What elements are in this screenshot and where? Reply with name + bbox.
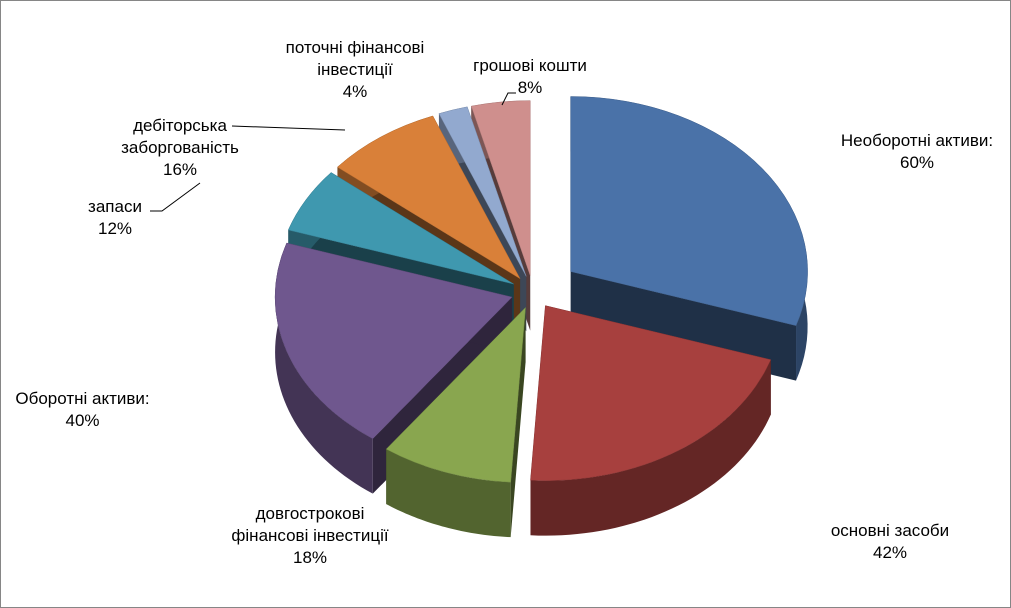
pie-slice-3 [274,242,513,439]
label-dovhostrokovi: довгострокові фінансові інвестиції 18% [200,503,420,569]
label-dovhostrokovi-line2: фінансові інвестиції [231,526,389,545]
leader-line-0 [150,182,201,212]
pie-slice-0 [570,96,808,326]
label-potochni: поточні фінансові інвестиції 4% [265,37,445,103]
pie-slice-4 [287,172,514,285]
pie-slice-1 [530,305,772,481]
leader-line-2 [501,92,516,106]
label-oborotni: Оборотні активи: 40% [0,388,165,432]
pie-tops [274,96,808,483]
label-potochni-line2: інвестиції [317,60,393,79]
pie-slice-6 [438,106,527,277]
label-potochni-value: 4% [342,82,368,101]
slice-side-1 [530,359,771,536]
label-zapasy-name: запаси [88,197,142,216]
label-hroshovi: грошові кошти 8% [455,55,605,99]
label-osnovni-zasoby: основні засоби 42% [800,520,980,564]
label-zapasy-value: 12% [97,219,133,238]
pie-slice-7 [470,100,531,276]
leader-lines [150,92,516,212]
label-debitorska-line1: дебіторська [133,116,227,135]
label-neoborotni-value: 60% [899,153,935,172]
label-neoborotni-name: Необоротні активи: [840,131,994,150]
label-oborotni-value: 40% [65,411,100,430]
pie-slice-2 [385,306,526,483]
label-osnovni-name: основні засоби [830,521,950,540]
label-dovhostrokovi-line1: довгострокові [255,504,365,523]
label-zapasy: запаси 12% [75,196,155,240]
label-osnovni-value: 42% [872,543,908,562]
label-debitorska-value: 16% [162,160,198,179]
label-debitorska-line2: заборгованість [121,138,239,157]
label-oborotni-name: Оборотні активи: [15,389,150,408]
label-hroshovi-value: 8% [517,78,543,97]
label-neoborotni: Необоротні активи: 60% [812,130,1011,174]
label-hroshovi-name: грошові кошти [473,56,587,75]
slice-side-2 [386,449,511,538]
label-potochni-line1: поточні фінансові [285,38,425,57]
leader-line-1 [231,125,346,131]
label-debitorska: дебіторська заборгованість 16% [100,115,260,181]
pie-slice-5 [337,115,521,280]
slice-side-3 [275,243,373,494]
label-dovhostrokovi-value: 18% [292,548,328,567]
